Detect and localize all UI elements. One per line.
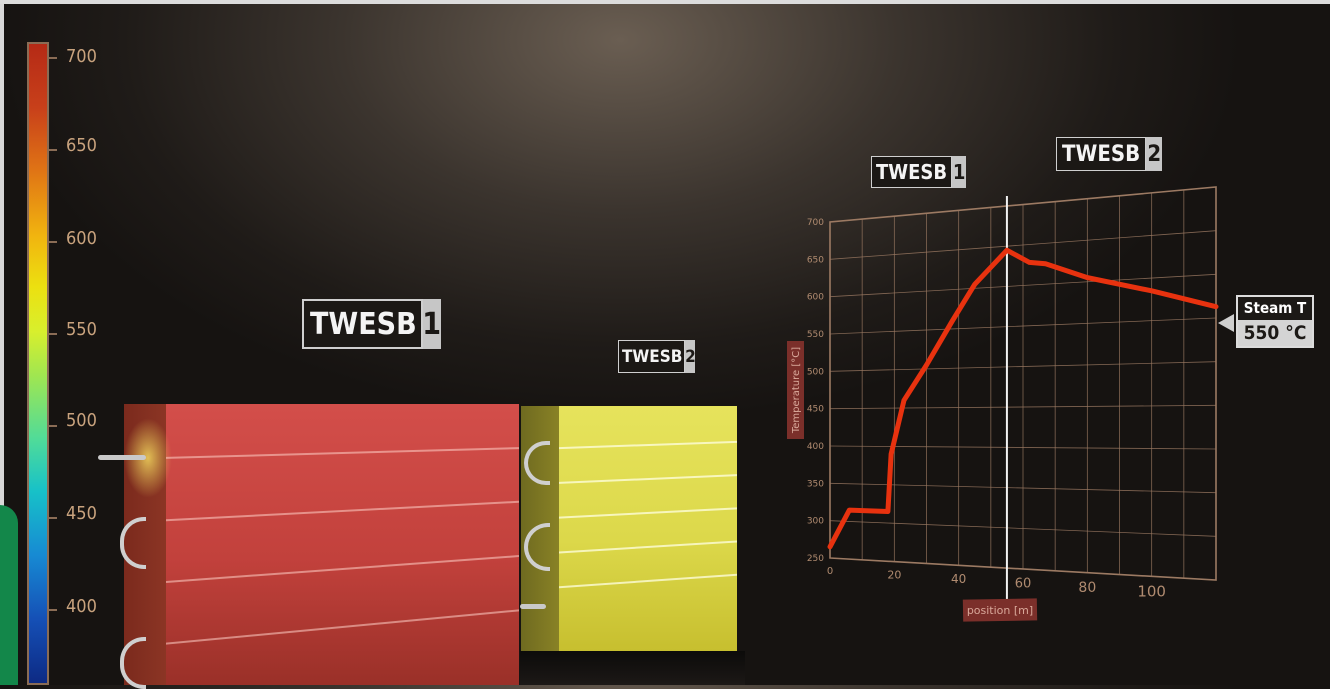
x-tick-label: 20 bbox=[887, 568, 901, 581]
chart-section1-label: TWESB 1 bbox=[871, 156, 967, 188]
scale-label-500: 500 bbox=[66, 410, 97, 431]
scale-label-400: 400 bbox=[66, 596, 97, 617]
tank2-u-bend bbox=[524, 441, 550, 485]
y-tick-label: 700 bbox=[807, 218, 824, 228]
scale-tick-450 bbox=[49, 517, 57, 519]
tank2-label-number: 2 bbox=[685, 340, 696, 373]
scale-label-650: 650 bbox=[66, 135, 97, 156]
tank2-label: TWESB 2 bbox=[618, 340, 696, 373]
x-tick-labels: 0 20 40 60 80 100 bbox=[827, 566, 1166, 600]
y-tick-label: 650 bbox=[807, 255, 824, 265]
y-tick-labels: 250 300 350 400 450 500 550 600 650 700 bbox=[807, 218, 824, 564]
x-axis-label: position [m] bbox=[967, 604, 1033, 617]
y-tick-label: 600 bbox=[807, 293, 824, 303]
steam-indicator-value: 550 °C bbox=[1238, 320, 1312, 346]
scale-tick-550 bbox=[49, 333, 57, 335]
x-tick-label: 80 bbox=[1078, 580, 1096, 596]
scale-label-550: 550 bbox=[66, 319, 97, 340]
tank1-label-text: TWESB bbox=[302, 299, 423, 349]
x-tick-label: 100 bbox=[1137, 582, 1166, 600]
temperature-curve bbox=[827, 247, 1219, 550]
top-strip bbox=[0, 0, 1330, 4]
scale-tick-650 bbox=[49, 149, 57, 151]
y-axis-label: Temperature [°C] bbox=[791, 347, 802, 434]
y-tick-label: 400 bbox=[807, 442, 824, 452]
steam-temperature-indicator: Steam T 550 °C bbox=[1236, 295, 1314, 348]
y-tick-label: 250 bbox=[807, 554, 824, 564]
color-scale-ticks bbox=[49, 42, 59, 685]
y-tick-label: 500 bbox=[807, 367, 824, 377]
y-tick-label: 550 bbox=[807, 330, 824, 340]
x-tick-label: 40 bbox=[951, 572, 966, 586]
green-corner-shape bbox=[0, 505, 18, 685]
tank2-label-text: TWESB bbox=[618, 340, 686, 373]
scale-tick-600 bbox=[49, 241, 57, 243]
steam-pointer-icon bbox=[1218, 314, 1234, 332]
y-tick-label: 300 bbox=[807, 517, 824, 527]
tank1-inlet-pipe bbox=[98, 455, 146, 460]
chart-section2-label-number: 2 bbox=[1146, 137, 1163, 171]
y-tick-label: 450 bbox=[807, 405, 824, 415]
steam-indicator-title: Steam T bbox=[1243, 299, 1307, 317]
scale-label-450: 450 bbox=[66, 503, 97, 524]
floor-shadow bbox=[520, 651, 745, 685]
scale-tick-700 bbox=[49, 57, 57, 59]
scale-label-600: 600 bbox=[66, 228, 97, 249]
tank2-outlet-pipe bbox=[520, 604, 546, 609]
tank1-label-number: 1 bbox=[422, 299, 441, 349]
chart-section2-label-text: TWESB bbox=[1056, 137, 1147, 171]
chart-section2-label: TWESB 2 bbox=[1056, 137, 1163, 171]
chart-section1-label-number: 1 bbox=[952, 156, 967, 188]
tank1-label: TWESB 1 bbox=[302, 299, 441, 349]
left-edge bbox=[0, 4, 4, 685]
x-tick-label: 0 bbox=[827, 566, 833, 577]
scale-tick-500 bbox=[49, 425, 57, 427]
y-tick-label: 350 bbox=[807, 479, 824, 489]
temperature-color-scale bbox=[27, 42, 49, 685]
scale-tick-400 bbox=[49, 609, 57, 611]
x-axis-label-box: position [m] bbox=[962, 598, 1038, 622]
chart-series bbox=[827, 247, 1219, 550]
x-tick-label: 60 bbox=[1015, 576, 1032, 591]
chart-section1-label-text: TWESB bbox=[871, 156, 953, 188]
scale-label-700: 700 bbox=[66, 46, 97, 67]
y-axis-label-box: Temperature [°C] bbox=[787, 341, 804, 439]
chart-grid bbox=[829, 186, 1217, 609]
